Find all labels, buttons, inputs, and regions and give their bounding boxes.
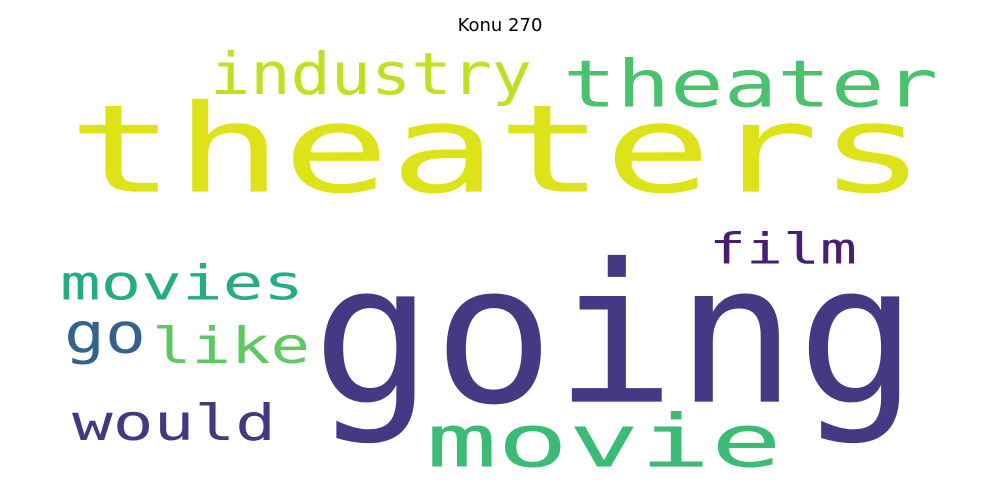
word-theater: theater [563,47,938,122]
word-going: going [312,222,918,447]
word-film: film [709,225,857,274]
word-movies: movies [60,255,304,311]
word-movie: movie [426,399,782,484]
word-would: would [72,395,276,453]
word-industry: industry [210,40,532,108]
figure-title: Konu 270 [458,15,543,36]
word-like: like [152,317,310,375]
word-go: go [64,300,146,366]
word-theaters: theaters [68,79,926,221]
